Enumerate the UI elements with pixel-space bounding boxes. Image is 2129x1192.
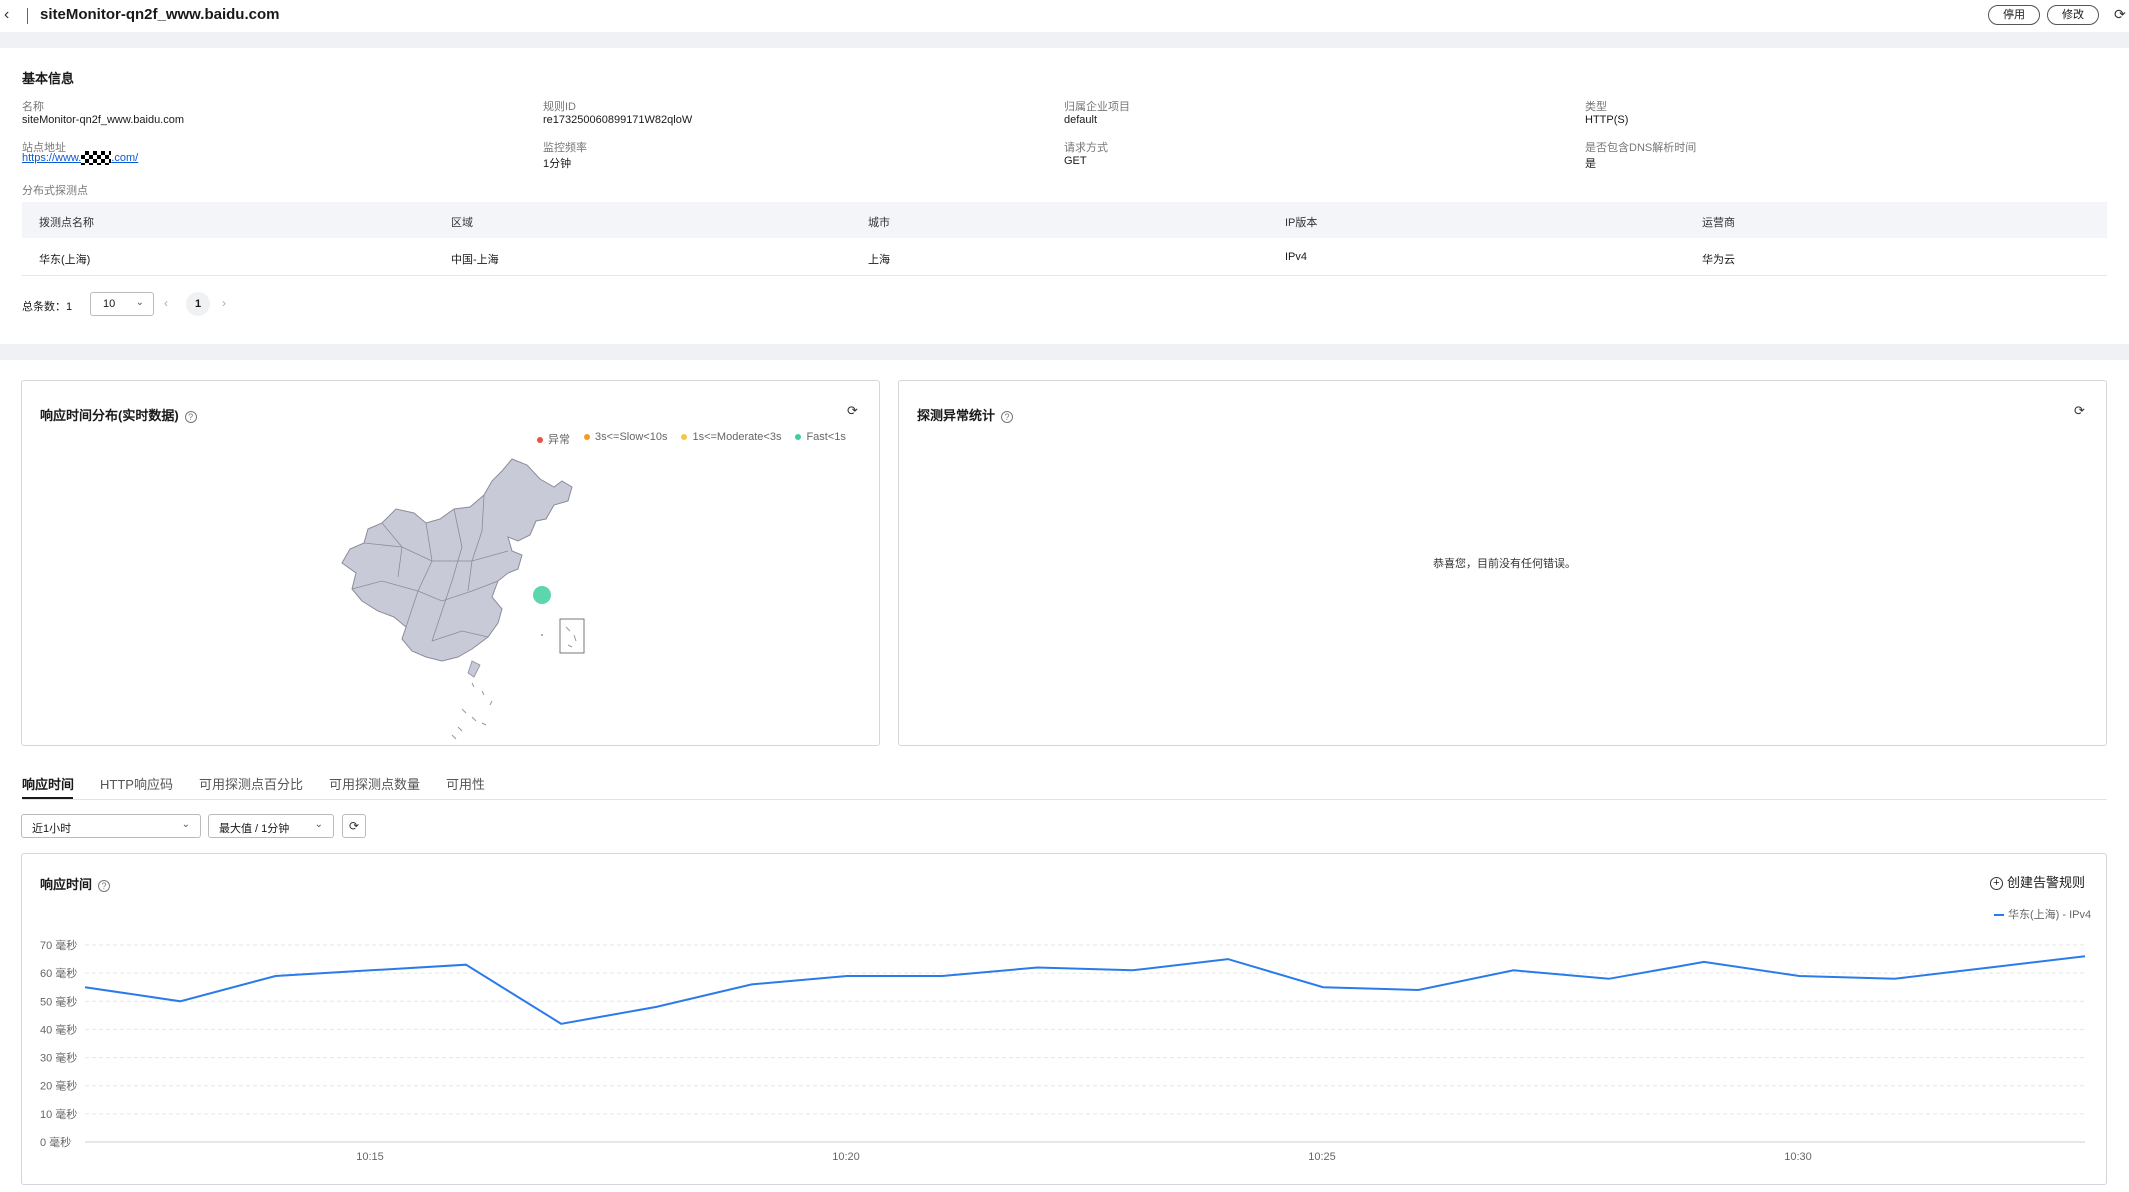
refresh-icon[interactable]: ⟳ <box>2074 403 2085 418</box>
freq-value: 1分钟 <box>543 158 572 170</box>
chevron-left-icon[interactable]: ‹ <box>4 6 10 23</box>
create-alarm-button[interactable]: + 创建告警规则 <box>1990 872 2085 891</box>
y-tick-label: 60 毫秒 <box>40 966 77 980</box>
tab-probe-percent[interactable]: 可用探测点百分比 <box>199 777 304 792</box>
freq-label: 监控频率 <box>543 142 587 154</box>
tab-http-code[interactable]: HTTP响应码 <box>100 777 173 792</box>
pager-next-icon[interactable]: › <box>222 296 226 310</box>
project-label: 归属企业项目 <box>1064 101 1130 113</box>
china-map <box>341 458 585 740</box>
metric-tabs: 响应时间 HTTP响应码 可用探测点百分比 可用探测点数量 可用性 <box>22 768 2107 800</box>
th-isp: 运营商 <box>1702 217 1735 229</box>
site-label: 站点地址 <box>22 142 66 154</box>
dns-value: 是 <box>1585 158 1596 170</box>
legend-moderate: 1s<=Moderate<3s <box>681 431 781 447</box>
th-probe: 拨测点名称 <box>39 217 94 229</box>
basic-info-card <box>0 48 2129 344</box>
tab-response-time[interactable]: 响应时间 <box>22 777 75 792</box>
y-tick-label: 0 毫秒 <box>40 1135 71 1149</box>
refresh-icon[interactable]: ⟳ <box>2114 6 2126 22</box>
probe-marker[interactable] <box>533 586 551 604</box>
method-label: 请求方式 <box>1064 142 1108 154</box>
dns-label: 是否包含DNS解析时间 <box>1585 142 1697 154</box>
td-region: 中国-上海 <box>451 254 499 266</box>
project-value: default <box>1064 114 1098 126</box>
y-tick-label: 50 毫秒 <box>40 994 77 1008</box>
chevron-down-icon: ⌄ <box>314 819 323 830</box>
section-title: 基本信息 <box>22 71 75 86</box>
plus-icon: + <box>1990 877 2003 891</box>
divider <box>27 8 28 24</box>
type-value: HTTP(S) <box>1585 114 1629 126</box>
map-legend: 异常 3s<=Slow<10s 1s<=Moderate<3s Fast<1s <box>537 431 846 447</box>
response-time-chart-panel: 响应时间? <box>21 853 2107 1185</box>
td-city: 上海 <box>868 254 890 266</box>
edit-button[interactable]: 修改 <box>2047 5 2099 25</box>
help-icon[interactable]: ? <box>1001 410 1014 423</box>
page-title: siteMonitor-qn2f_www.baidu.com <box>40 6 280 23</box>
legend-slow: 3s<=Slow<10s <box>584 431 667 447</box>
chevron-down-icon: ⌄ <box>135 297 144 308</box>
td-probe: 华东(上海) <box>39 254 91 266</box>
disable-button[interactable]: 停用 <box>1988 5 2040 25</box>
x-tick-label: 10:20 <box>832 1151 860 1163</box>
redacted-block <box>81 151 112 165</box>
refresh-button[interactable]: ⟳ <box>342 814 366 838</box>
legend-abnormal: 异常 <box>537 431 570 447</box>
x-tick-label: 10:25 <box>1308 1151 1336 1163</box>
td-ip: IPv4 <box>1285 251 1308 263</box>
page-size-select[interactable]: 10 ⌄ <box>90 292 154 316</box>
th-region: 区域 <box>451 217 473 229</box>
series-line[interactable] <box>84 955 2086 1025</box>
y-tick-label: 20 毫秒 <box>40 1079 77 1093</box>
pager-prev-icon[interactable]: ‹ <box>164 296 168 310</box>
probe-label: 分布式探测点 <box>22 185 88 197</box>
tab-probe-count[interactable]: 可用探测点数量 <box>329 777 421 792</box>
chevron-down-icon: ⌄ <box>181 819 190 830</box>
pager-total: 总条数：1 <box>22 301 73 313</box>
th-ip: IP版本 <box>1285 217 1318 229</box>
site-link[interactable]: https://www. .com/ <box>22 151 139 165</box>
response-map-panel: 响应时间分布(实时数据)? ⟳ 异常 3s<=Slow<10s 1s<=Mode… <box>21 380 880 746</box>
help-icon[interactable]: ? <box>98 879 111 892</box>
type-label: 类型 <box>1585 101 1607 113</box>
response-map-title: 响应时间分布(实时数据)? <box>40 405 197 424</box>
time-range-select[interactable]: 近1小时 ⌄ <box>21 814 201 838</box>
anomaly-title: 探测异常统计? <box>917 405 1014 424</box>
table-header: 拨测点名称 区域 城市 IP版本 运营商 <box>22 202 2107 238</box>
y-tick-label: 70 毫秒 <box>40 938 77 952</box>
chart-legend[interactable]: 华东(上海) - IPv4 <box>1994 906 2091 922</box>
method-value: GET <box>1064 155 1087 167</box>
x-tick-label: 10:15 <box>356 1151 384 1163</box>
pager-page[interactable]: 1 <box>186 292 210 316</box>
y-tick-label: 40 毫秒 <box>40 1022 77 1036</box>
active-tab-indicator <box>22 797 73 799</box>
anomaly-panel: 探测异常统计? ⟳ 恭喜您，目前没有任何错误。 <box>898 380 2107 746</box>
top-bar: ‹ siteMonitor-qn2f_www.baidu.com 停用 修改 ⟳ <box>0 0 2129 32</box>
name-label: 名称 <box>22 101 44 113</box>
legend-fast: Fast<1s <box>795 431 846 447</box>
td-isp: 华为云 <box>1702 254 1735 266</box>
chart-title: 响应时间? <box>40 874 111 893</box>
th-city: 城市 <box>868 217 890 229</box>
help-icon[interactable]: ? <box>184 410 197 423</box>
y-tick-label: 10 毫秒 <box>40 1107 77 1121</box>
empty-message: 恭喜您，目前没有任何错误。 <box>1433 558 1576 570</box>
name-value: siteMonitor-qn2f_www.baidu.com <box>22 114 185 126</box>
rule-id-label: 规则ID <box>543 101 576 113</box>
tab-availability[interactable]: 可用性 <box>446 777 486 792</box>
aggregation-select[interactable]: 最大值 / 1分钟 ⌄ <box>208 814 334 838</box>
rule-id-value: re173250060899171W82qloW <box>543 114 693 126</box>
y-tick-label: 30 毫秒 <box>40 1051 77 1065</box>
legend-series-name: 华东(上海) - IPv4 <box>2008 909 2092 921</box>
refresh-icon[interactable]: ⟳ <box>847 403 858 418</box>
x-tick-label: 10:30 <box>1784 1151 1812 1163</box>
table-row: 华东(上海) 中国-上海 上海 IPv4 华为云 <box>22 238 2107 276</box>
